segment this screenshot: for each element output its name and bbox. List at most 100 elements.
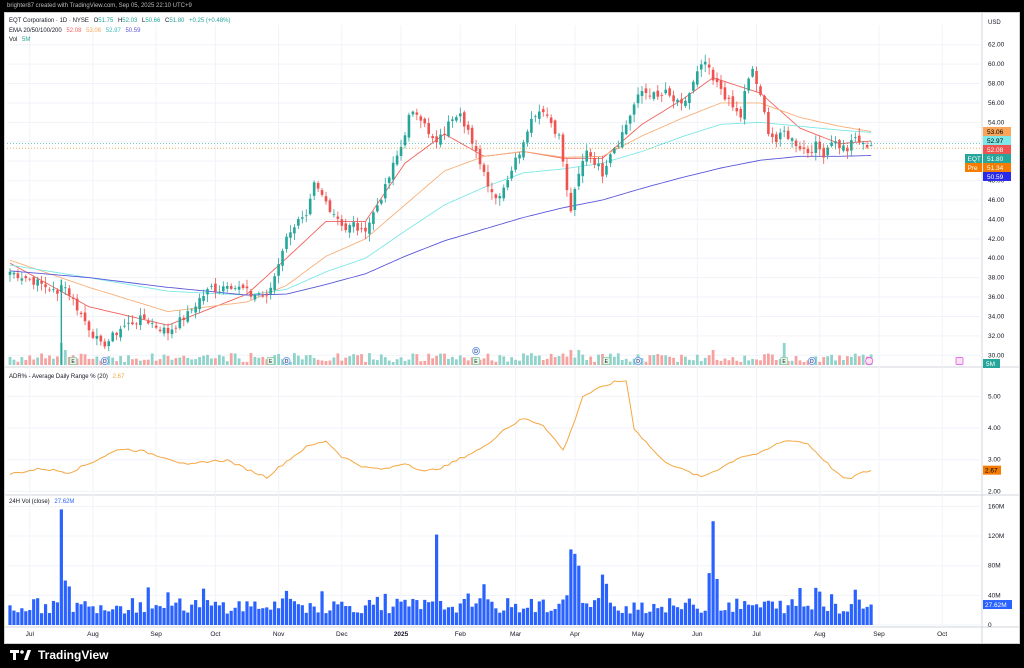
volume-24h-axis[interactable]: 160M 120M 80M 40M 0 27.62M <box>983 503 1012 629</box>
volume-bar <box>656 354 660 365</box>
v24-bar <box>419 609 423 625</box>
candle-body <box>407 114 411 138</box>
candle-body <box>459 113 462 117</box>
earnings-marker[interactable] <box>472 357 480 365</box>
candle-body <box>123 325 126 327</box>
volume-bar <box>857 356 861 365</box>
adr-pane[interactable]: ADR% - Average Daily Range % (20) 2.67 <box>9 374 872 480</box>
candle-body <box>285 236 288 250</box>
v24-bar <box>371 604 375 625</box>
price-tick-label: 42.00 <box>988 236 1005 243</box>
candle-body <box>380 200 383 204</box>
v24-bar <box>217 605 221 625</box>
v24-bar <box>363 605 368 625</box>
v24-bar <box>162 607 166 625</box>
candle-body <box>462 112 466 127</box>
v24-bar <box>411 598 415 625</box>
candle-body <box>222 286 225 292</box>
volume-bar <box>577 350 581 365</box>
event-markers[interactable]: E D E D EDE D E D <box>69 347 964 365</box>
v24-bar <box>735 598 739 625</box>
volume-bar <box>229 353 233 365</box>
volume-bar <box>198 357 201 365</box>
v24-bar <box>316 612 320 625</box>
candle-body <box>707 64 711 68</box>
v24-bar <box>415 600 419 625</box>
candle-body <box>822 147 825 158</box>
candle-body <box>573 188 577 211</box>
split-marker[interactable] <box>865 357 874 365</box>
v24-bar <box>458 603 462 625</box>
volume-bar <box>162 354 166 365</box>
candle-body <box>739 109 743 118</box>
candle-body <box>423 118 427 124</box>
v24-bar <box>387 613 391 625</box>
v24-bar <box>754 604 759 625</box>
earnings-marker[interactable] <box>780 357 789 365</box>
time-tick-label: Sep <box>873 631 885 638</box>
time-axis[interactable]: Jul Aug Sep Oct Nov Dec 2025 Feb Mar Apr May Jun Jul… <box>26 631 948 638</box>
volume-bar <box>158 359 162 365</box>
candle-body <box>194 306 197 313</box>
candle-body <box>522 142 525 158</box>
tradingview-footer[interactable]: TradingView <box>10 647 108 663</box>
pane-backgrounds <box>5 13 1019 643</box>
earnings-marker[interactable] <box>266 357 275 365</box>
volume-bar <box>747 360 751 365</box>
v24-bar <box>269 609 273 625</box>
candle-body <box>581 160 585 177</box>
dividend-marker[interactable] <box>100 357 109 365</box>
candle-body <box>79 312 83 315</box>
earnings-marker[interactable] <box>69 357 78 365</box>
dividend-marker[interactable] <box>634 357 643 365</box>
v24-bar <box>857 599 861 625</box>
candle-body <box>486 172 490 187</box>
tradingview-logo-icon <box>10 650 31 660</box>
v24-bar <box>138 602 142 625</box>
v24-bar <box>707 573 711 625</box>
candle-body <box>518 154 521 159</box>
volume-bar <box>557 356 561 365</box>
dividend-marker[interactable] <box>282 357 291 365</box>
v24-bar <box>209 605 214 625</box>
price-axis[interactable]: 62.0060.0058.0056.0054.0052.0050.0048.00… <box>988 42 1005 360</box>
adr-axis[interactable]: 5.00 4.00 3.00 2.00 2.67 <box>983 393 1001 495</box>
legend-ohlc-c-key: C <box>165 18 170 24</box>
dividend-marker[interactable] <box>807 357 816 365</box>
volume-bar <box>853 353 857 365</box>
price-pane[interactable]: E D E D EDE D E D <box>7 54 982 365</box>
currency-label: USD <box>988 20 1001 26</box>
candle-body <box>652 92 656 99</box>
volume-bar <box>632 358 636 365</box>
dividend-marker[interactable] <box>472 347 481 355</box>
v24-bar <box>8 605 12 625</box>
candle-body <box>304 215 308 217</box>
candle-body <box>798 146 802 150</box>
volume-bar <box>688 359 691 365</box>
time-tick-label: Dec <box>336 631 348 638</box>
volume-bar <box>644 361 648 365</box>
price-tick-label: 34.00 <box>988 313 1005 320</box>
candle-body <box>632 104 636 115</box>
volume-bar <box>794 356 798 365</box>
v24-bar <box>59 509 63 625</box>
future-event-marker[interactable] <box>955 357 964 365</box>
v24-bar <box>731 611 735 625</box>
v24-bar <box>782 613 786 625</box>
v24-bar <box>198 607 202 625</box>
v24-bar <box>261 608 265 625</box>
volume-bar <box>166 355 170 365</box>
v24-bar <box>55 602 59 625</box>
candle-body <box>482 164 486 172</box>
price-tick-label: 44.00 <box>988 216 1005 223</box>
v24-bar <box>683 602 688 625</box>
candle-body <box>447 121 450 137</box>
v24-bar <box>454 612 458 625</box>
v24-bar <box>115 605 119 625</box>
price-tag-text: EQT <box>968 156 981 163</box>
v24-bar <box>790 599 794 625</box>
volume-24h-pane[interactable]: 24H Vol (close) 27.62M <box>8 499 873 625</box>
earnings-marker[interactable] <box>602 357 611 365</box>
candle-body <box>48 289 51 291</box>
v24-bar <box>514 603 518 625</box>
